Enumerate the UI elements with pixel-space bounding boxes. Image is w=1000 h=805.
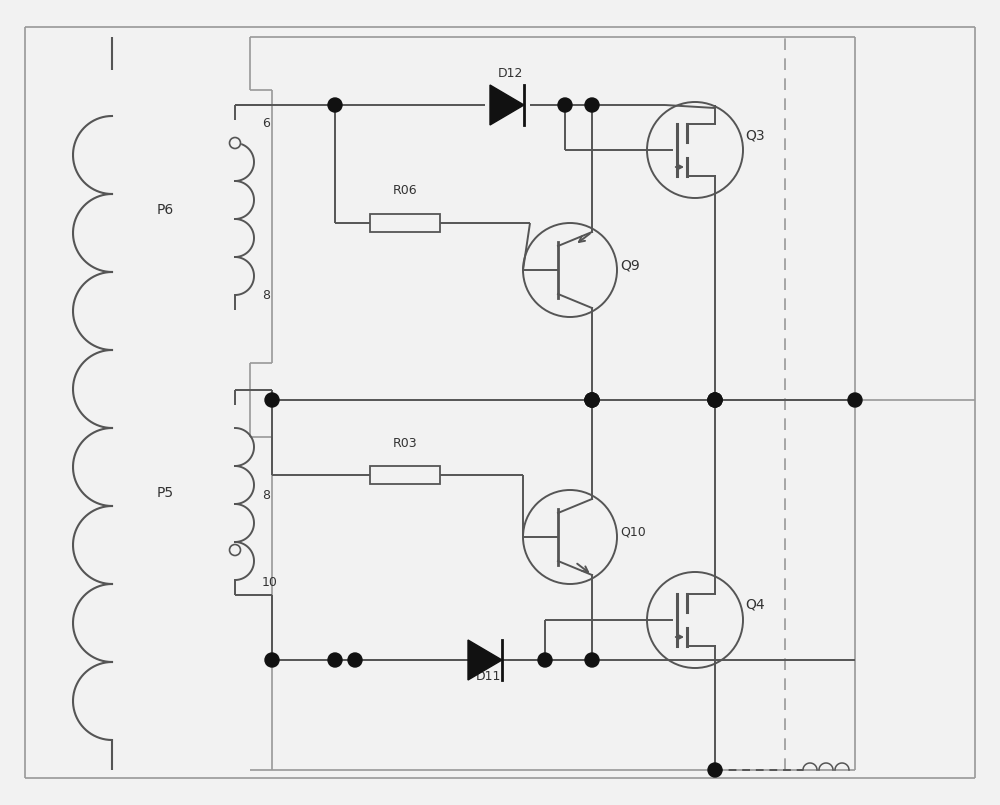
Circle shape xyxy=(848,393,862,407)
Circle shape xyxy=(585,393,599,407)
Circle shape xyxy=(328,98,342,112)
Text: 6: 6 xyxy=(262,117,270,130)
Circle shape xyxy=(265,393,279,407)
Circle shape xyxy=(558,98,572,112)
Text: R06: R06 xyxy=(393,184,417,197)
Circle shape xyxy=(708,763,722,777)
Circle shape xyxy=(265,653,279,667)
Text: D11: D11 xyxy=(475,670,501,683)
Text: D12: D12 xyxy=(497,67,523,80)
Text: 10: 10 xyxy=(262,576,278,589)
Text: Q10: Q10 xyxy=(620,526,646,539)
Circle shape xyxy=(585,653,599,667)
Text: R03: R03 xyxy=(393,437,417,450)
Text: P5: P5 xyxy=(156,486,174,500)
Circle shape xyxy=(585,98,599,112)
Circle shape xyxy=(708,393,722,407)
Circle shape xyxy=(348,653,362,667)
Circle shape xyxy=(230,544,240,555)
Text: Q9: Q9 xyxy=(620,258,640,272)
Text: Q4: Q4 xyxy=(745,598,765,612)
Polygon shape xyxy=(468,640,502,680)
Text: 8: 8 xyxy=(262,288,270,302)
Circle shape xyxy=(538,653,552,667)
Circle shape xyxy=(585,393,599,407)
Bar xyxy=(370,214,440,232)
Circle shape xyxy=(708,393,722,407)
Text: Q3: Q3 xyxy=(745,128,765,142)
Circle shape xyxy=(585,393,599,407)
Text: P6: P6 xyxy=(156,203,174,217)
Circle shape xyxy=(328,653,342,667)
Polygon shape xyxy=(490,85,524,125)
Circle shape xyxy=(708,393,722,407)
Text: 8: 8 xyxy=(262,489,270,502)
Circle shape xyxy=(230,138,240,148)
Bar xyxy=(370,466,440,484)
